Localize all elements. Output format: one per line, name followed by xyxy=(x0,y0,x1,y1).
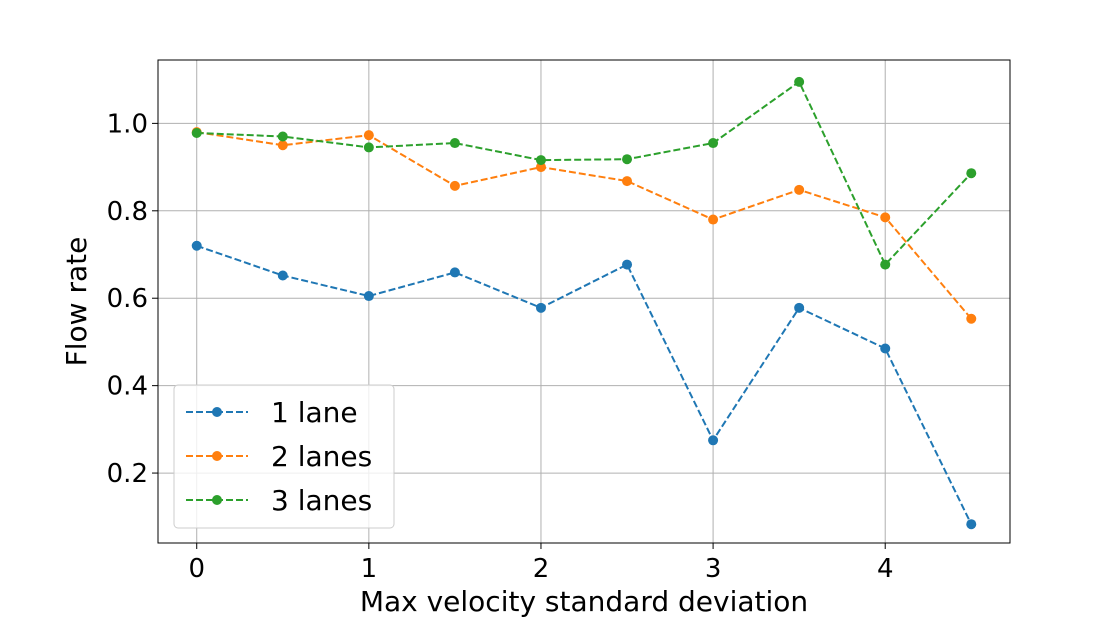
series-3 xyxy=(191,76,977,270)
series-layer xyxy=(191,76,977,530)
data-point xyxy=(535,155,546,166)
series-1 xyxy=(191,240,977,530)
legend-entry: 2 lanes xyxy=(186,440,372,473)
data-point xyxy=(708,214,719,225)
y-tick-label: 1.0 xyxy=(107,109,148,139)
legend-box xyxy=(173,384,395,529)
legend-label: 1 lane xyxy=(271,396,358,429)
data-point xyxy=(622,154,633,165)
data-point xyxy=(363,130,374,141)
data-point xyxy=(191,240,202,251)
legend-label: 2 lanes xyxy=(271,440,372,473)
legend-marker xyxy=(212,451,222,461)
data-point xyxy=(966,519,977,530)
grid-lines xyxy=(158,60,1010,543)
data-point xyxy=(794,76,805,87)
x-tick-label: 0 xyxy=(188,554,205,584)
legend-marker xyxy=(212,495,222,505)
series-line xyxy=(196,244,973,525)
data-point xyxy=(449,267,460,278)
data-point xyxy=(535,302,546,313)
data-point xyxy=(622,176,633,187)
data-point xyxy=(880,212,891,223)
x-tick-label: 4 xyxy=(877,554,894,584)
data-point xyxy=(277,131,288,142)
data-point xyxy=(277,270,288,281)
data-point xyxy=(449,180,460,191)
data-point xyxy=(277,140,288,151)
axis-ticks: 0 1 2 3 4 0.2 0.4 0.6 0.8 1.0 xyxy=(107,109,894,584)
x-tick-label: 1 xyxy=(361,554,378,584)
x-tick-label: 3 xyxy=(705,554,722,584)
data-point xyxy=(708,138,719,149)
data-point xyxy=(966,168,977,179)
y-tick-label: 0.8 xyxy=(107,197,148,227)
data-point xyxy=(880,343,891,354)
legend-label: 3 lanes xyxy=(271,484,372,517)
data-point xyxy=(794,184,805,195)
series-line xyxy=(196,131,973,320)
y-tick-label: 0.4 xyxy=(107,372,148,402)
data-point xyxy=(794,302,805,313)
data-point xyxy=(191,127,202,138)
legend-entry: 1 lane xyxy=(186,396,358,429)
x-axis-label: Max velocity standard deviation xyxy=(360,585,808,618)
y-tick-label: 0.2 xyxy=(107,459,148,489)
x-tick-label: 2 xyxy=(533,554,550,584)
data-point xyxy=(363,291,374,302)
data-point xyxy=(880,259,891,270)
data-point xyxy=(535,162,546,173)
data-point xyxy=(363,142,374,153)
legend: 1 lane 2 lanes 3 lanes xyxy=(173,384,395,529)
data-point xyxy=(966,313,977,324)
series-2 xyxy=(191,127,977,324)
data-point xyxy=(449,138,460,149)
data-point xyxy=(708,435,719,446)
legend-marker xyxy=(212,407,222,417)
y-axis-label: Flow rate xyxy=(60,237,93,367)
legend-entry: 3 lanes xyxy=(186,484,372,517)
data-point xyxy=(622,259,633,270)
plot-frame xyxy=(157,59,1011,544)
y-tick-label: 0.6 xyxy=(107,284,148,314)
